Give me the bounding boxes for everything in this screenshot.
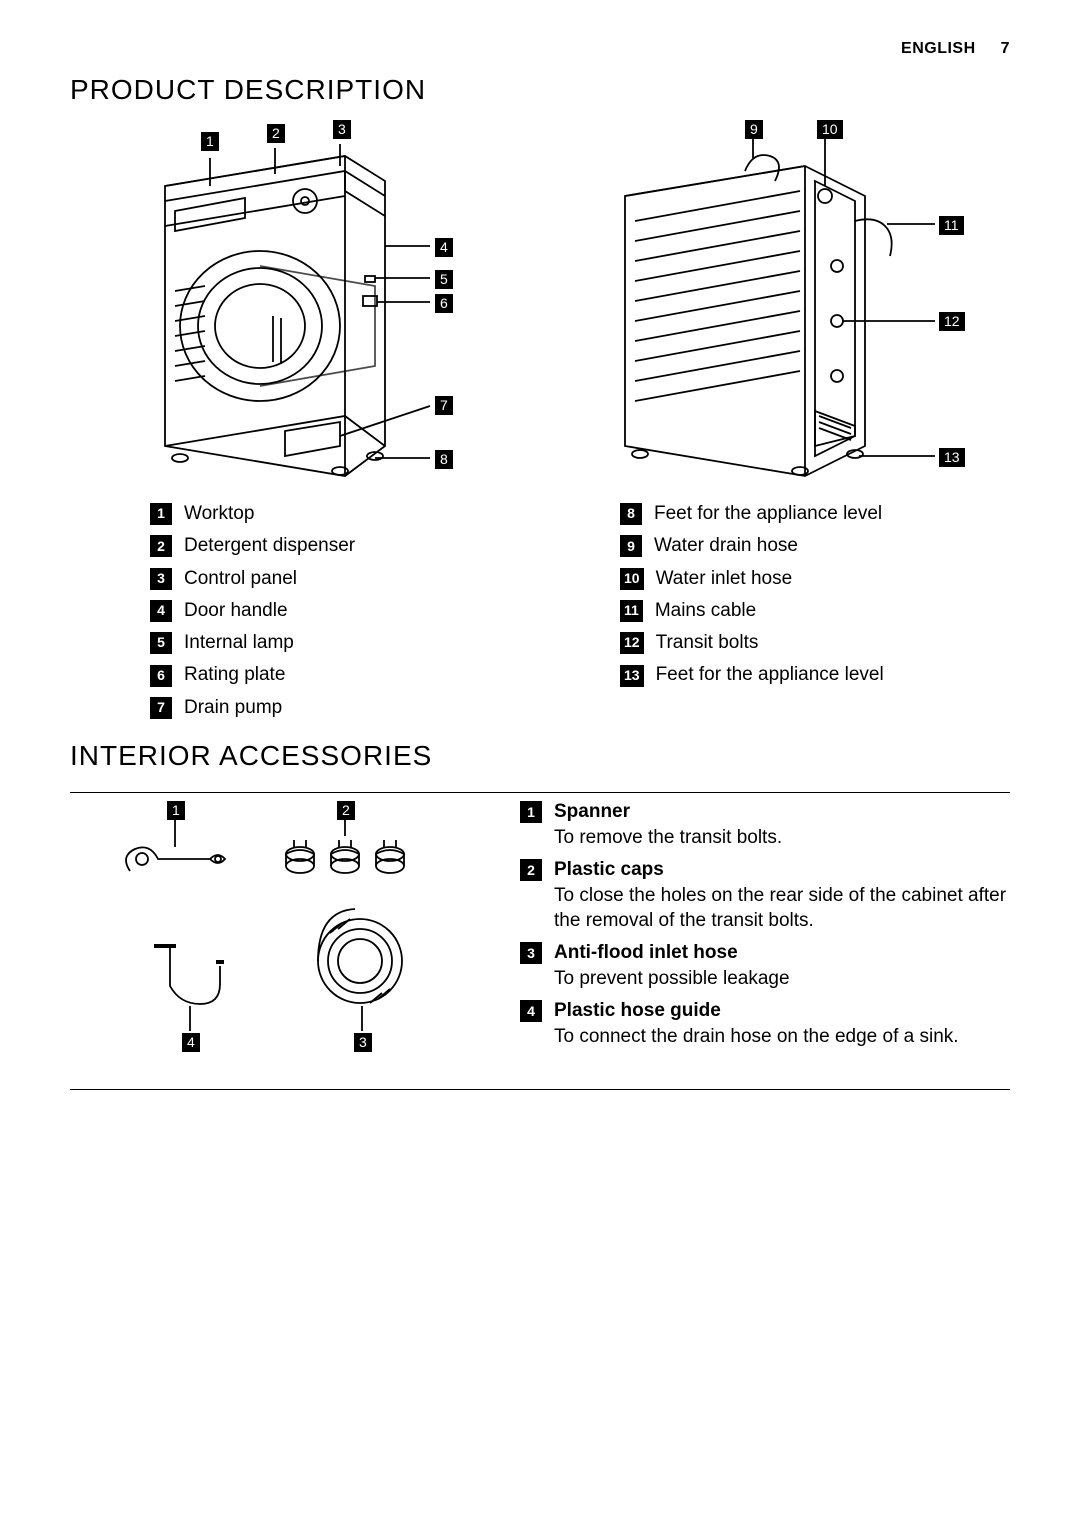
- section-title-product-description: PRODUCT DESCRIPTION: [70, 74, 1010, 106]
- num-badge: 1: [150, 503, 172, 525]
- num-badge: 10: [620, 568, 644, 590]
- part-label: Feet for the appliance level: [654, 498, 882, 530]
- list-item: 5 Internal lamp: [150, 627, 520, 659]
- part-label: Transit bolts: [656, 627, 759, 659]
- part-label: Drain pump: [184, 692, 282, 724]
- num-badge: 13: [620, 665, 644, 687]
- acc-item: 4 Plastic hose guide To connect the drain…: [520, 1000, 1010, 1050]
- callout-5: 5: [435, 270, 453, 289]
- list-item: 4 Door handle: [150, 595, 520, 627]
- accessories-row: 1 2 3 4 1 Spanner To remove the transit b…: [70, 801, 1010, 1081]
- callout-1: 1: [201, 132, 219, 151]
- acc-callout-3: 3: [354, 1033, 372, 1052]
- part-label: Mains cable: [655, 595, 756, 627]
- callout-2: 2: [267, 124, 285, 143]
- num-badge: 4: [150, 600, 172, 622]
- list-item: 1 Worktop: [150, 498, 520, 530]
- acc-callout-4: 4: [182, 1033, 200, 1052]
- acc-item: 3 Anti-flood inlet hose To prevent possib…: [520, 942, 1010, 992]
- page-number: 7: [1001, 40, 1010, 57]
- part-label: Detergent dispenser: [184, 530, 355, 562]
- list-item: 7 Drain pump: [150, 692, 520, 724]
- list-item: 2 Detergent dispenser: [150, 530, 520, 562]
- callout-12: 12: [939, 312, 965, 331]
- acc-title: Plastic caps: [554, 859, 664, 881]
- part-label: Feet for the appliance level: [656, 659, 884, 691]
- part-label: Water inlet hose: [656, 563, 793, 595]
- back-view-column: 9 10 11 12 13 8 Feet for the appliance le…: [560, 126, 1010, 724]
- num-badge: 2: [520, 859, 542, 881]
- list-item: 6 Rating plate: [150, 659, 520, 691]
- list-item: 11 Mains cable: [620, 595, 1010, 627]
- num-badge: 3: [150, 568, 172, 590]
- diagram-row: 1 2 3 4 5 6 7 8 1 Worktop 2 Detergent disp…: [70, 126, 1010, 724]
- language-label: ENGLISH: [901, 40, 976, 57]
- acc-desc: To close the holes on the rear side of t…: [554, 883, 1010, 934]
- part-label: Internal lamp: [184, 627, 294, 659]
- washer-back-svg: [575, 126, 995, 486]
- acc-title: Anti-flood inlet hose: [554, 942, 738, 964]
- acc-title: Spanner: [554, 801, 630, 823]
- num-badge: 12: [620, 632, 644, 654]
- callout-3: 3: [333, 120, 351, 139]
- num-badge: 7: [150, 697, 172, 719]
- num-badge: 1: [520, 801, 542, 823]
- parts-list-right: 8 Feet for the appliance level 9 Water dra…: [560, 498, 1010, 692]
- list-item: 10 Water inlet hose: [620, 563, 1010, 595]
- acc-desc: To remove the transit bolts.: [554, 825, 1010, 851]
- callout-8: 8: [435, 450, 453, 469]
- num-badge: 3: [520, 942, 542, 964]
- list-item: 9 Water drain hose: [620, 530, 1010, 562]
- parts-list-left: 1 Worktop 2 Detergent dispenser 3 Control p…: [70, 498, 520, 724]
- callout-7: 7: [435, 396, 453, 415]
- page-header: ENGLISH 7: [70, 40, 1010, 58]
- num-badge: 2: [150, 535, 172, 557]
- section-title-interior-accessories: INTERIOR ACCESSORIES: [70, 740, 1010, 772]
- acc-callout-1: 1: [167, 801, 185, 820]
- list-item: 3 Control panel: [150, 563, 520, 595]
- num-badge: 11: [620, 600, 643, 622]
- divider: [70, 792, 1010, 793]
- num-badge: 8: [620, 503, 642, 525]
- num-badge: 5: [150, 632, 172, 654]
- callout-11: 11: [939, 216, 964, 235]
- accessories-diagram: 1 2 3 4: [70, 801, 490, 1081]
- part-label: Door handle: [184, 595, 288, 627]
- part-label: Water drain hose: [654, 530, 798, 562]
- num-badge: 6: [150, 665, 172, 687]
- acc-desc: To prevent possible leakage: [554, 966, 1010, 992]
- part-label: Worktop: [184, 498, 254, 530]
- acc-desc: To connect the drain hose on the edge of…: [554, 1024, 1010, 1050]
- list-item: 13 Feet for the appliance level: [620, 659, 1010, 691]
- callout-4: 4: [435, 238, 453, 257]
- num-badge: 9: [620, 535, 642, 557]
- list-item: 8 Feet for the appliance level: [620, 498, 1010, 530]
- list-item: 12 Transit bolts: [620, 627, 1010, 659]
- part-label: Control panel: [184, 563, 297, 595]
- callout-9: 9: [745, 120, 763, 139]
- num-badge: 4: [520, 1000, 542, 1022]
- callout-6: 6: [435, 294, 453, 313]
- acc-item: 1 Spanner To remove the transit bolts.: [520, 801, 1010, 851]
- acc-title: Plastic hose guide: [554, 1000, 721, 1022]
- front-diagram: 1 2 3 4 5 6 7 8: [85, 126, 505, 486]
- accessories-svg: [70, 801, 490, 1081]
- callout-13: 13: [939, 448, 965, 467]
- accessories-text: 1Spanner To remove the transit bolts. 2P…: [520, 801, 1010, 1081]
- front-view-column: 1 2 3 4 5 6 7 8 1 Worktop 2 Detergent disp…: [70, 126, 520, 724]
- divider: [70, 1089, 1010, 1090]
- back-diagram: 9 10 11 12 13: [575, 126, 995, 486]
- part-label: Rating plate: [184, 659, 285, 691]
- callout-10: 10: [817, 120, 843, 139]
- acc-item: 2 Plastic caps To close the holes on the …: [520, 859, 1010, 934]
- acc-callout-2: 2: [337, 801, 355, 820]
